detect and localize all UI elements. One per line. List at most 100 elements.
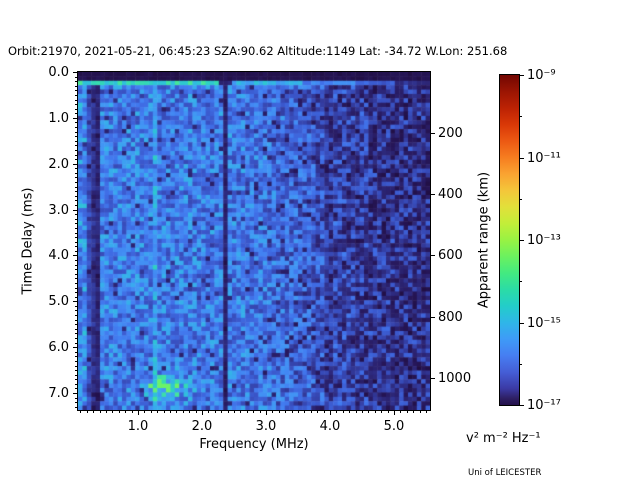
- y-tick-mark: [73, 209, 77, 211]
- x-minor-tick-mark: [195, 411, 197, 413]
- credit-text: Uni of LEICESTER: [468, 468, 542, 478]
- y-minor-tick-mark: [75, 182, 77, 184]
- x-minor-tick-mark: [355, 411, 357, 413]
- y-minor-tick-mark: [75, 337, 77, 339]
- x-minor-tick-mark: [323, 411, 325, 413]
- colorbar-tick-label: 10⁻¹⁵: [527, 315, 561, 331]
- y-minor-tick-mark: [75, 186, 77, 188]
- y-minor-tick-mark: [75, 99, 77, 101]
- x-minor-tick-mark: [163, 411, 165, 413]
- x-minor-tick-mark: [131, 411, 133, 413]
- colorbar-tick-label: 10⁻¹¹: [527, 150, 561, 166]
- y-minor-tick-mark: [75, 379, 77, 381]
- y2-tick-mark: [431, 194, 435, 196]
- y-minor-tick-mark: [75, 218, 77, 220]
- x-axis-label: Frequency (MHz): [199, 437, 309, 452]
- y-minor-tick-mark: [75, 94, 77, 96]
- x-minor-tick-mark: [336, 411, 338, 413]
- y-minor-tick-mark: [75, 287, 77, 289]
- x-minor-tick-mark: [176, 411, 178, 413]
- y2-tick-mark: [431, 377, 435, 379]
- y-minor-tick-mark: [75, 195, 77, 197]
- y-tick-mark: [73, 117, 77, 119]
- y-minor-tick-mark: [75, 273, 77, 275]
- y-minor-tick-mark: [75, 406, 77, 408]
- x-minor-tick-mark: [419, 411, 421, 413]
- x-minor-tick-mark: [125, 411, 127, 413]
- x-tick-mark: [394, 411, 395, 415]
- y-minor-tick-mark: [75, 342, 77, 344]
- x-minor-tick-mark: [426, 411, 427, 413]
- y-minor-tick-mark: [75, 140, 77, 142]
- y-minor-tick-mark: [75, 113, 77, 115]
- x-minor-tick-mark: [413, 411, 415, 413]
- y-minor-tick-mark: [75, 315, 77, 317]
- x-tick-mark: [266, 411, 267, 415]
- y-minor-tick-mark: [75, 172, 77, 174]
- y-minor-tick-mark: [75, 200, 77, 202]
- x-minor-tick-mark: [253, 411, 255, 413]
- plot-area: [77, 71, 431, 411]
- x-minor-tick-mark: [310, 411, 312, 413]
- x-minor-tick-mark: [298, 411, 299, 413]
- colorbar-minor-tick-mark: [520, 198, 522, 200]
- y-minor-tick-mark: [75, 149, 77, 151]
- y-minor-tick-mark: [75, 246, 77, 248]
- y-minor-tick-mark: [75, 168, 77, 170]
- y-minor-tick-mark: [75, 127, 77, 129]
- y-minor-tick-mark: [75, 227, 77, 229]
- y-minor-tick-mark: [75, 264, 77, 266]
- y-tick-label: 2.0: [48, 156, 69, 172]
- x-minor-tick-mark: [144, 411, 146, 413]
- x-minor-tick-mark: [272, 411, 274, 413]
- y-minor-tick-mark: [75, 90, 77, 92]
- y-tick-mark: [73, 347, 77, 349]
- x-minor-tick-mark: [208, 411, 210, 413]
- colorbar-tick-mark: [520, 322, 524, 324]
- y2-tick-label: 200: [438, 126, 463, 142]
- y-minor-tick-mark: [75, 108, 77, 110]
- ionogram-heatmap: [78, 72, 430, 410]
- y-minor-tick-mark: [75, 397, 77, 399]
- y-minor-tick-mark: [75, 136, 77, 138]
- y-minor-tick-mark: [75, 260, 77, 262]
- x-minor-tick-mark: [157, 411, 159, 413]
- x-tick-mark: [202, 411, 203, 415]
- colorbar-unit-label: v² m⁻² Hz⁻¹: [466, 431, 541, 446]
- x-minor-tick-mark: [182, 411, 184, 413]
- y-tick-mark: [73, 163, 77, 165]
- x-minor-tick-mark: [93, 411, 95, 413]
- colorbar-tick-mark: [520, 240, 524, 241]
- x-minor-tick-mark: [368, 411, 370, 413]
- y-minor-tick-mark: [75, 370, 77, 372]
- y-minor-tick-mark: [75, 333, 77, 335]
- x-minor-tick-mark: [259, 411, 261, 413]
- y-minor-tick-mark: [75, 204, 77, 206]
- y-tick-label: 3.0: [48, 202, 69, 218]
- x-tick-label: 5.0: [383, 419, 405, 434]
- y-tick-label: 0.0: [48, 65, 69, 80]
- y-tick-mark: [73, 72, 77, 73]
- x-minor-tick-mark: [221, 411, 223, 413]
- y-minor-tick-mark: [75, 131, 77, 133]
- y-minor-tick-mark: [75, 250, 77, 252]
- y-minor-tick-mark: [75, 269, 77, 271]
- x-tick-mark: [138, 411, 139, 415]
- x-minor-tick-mark: [234, 411, 235, 413]
- y-minor-tick-mark: [75, 374, 77, 376]
- x-minor-tick-mark: [112, 411, 114, 413]
- y-minor-tick-mark: [75, 328, 77, 330]
- y-tick-label: 7.0: [48, 386, 69, 402]
- x-minor-tick-mark: [400, 411, 402, 413]
- y2-tick-mark: [431, 255, 435, 257]
- x-minor-tick-mark: [189, 411, 191, 413]
- x-minor-tick-mark: [170, 411, 171, 413]
- y-minor-tick-mark: [75, 85, 77, 87]
- y-tick-label: 5.0: [48, 294, 69, 310]
- x-minor-tick-mark: [240, 411, 242, 413]
- colorbar-tick-label: 10⁻¹³: [527, 233, 561, 248]
- y-minor-tick-mark: [75, 351, 77, 353]
- y2-tick-label: 1000: [438, 370, 472, 386]
- x-minor-tick-mark: [304, 411, 306, 413]
